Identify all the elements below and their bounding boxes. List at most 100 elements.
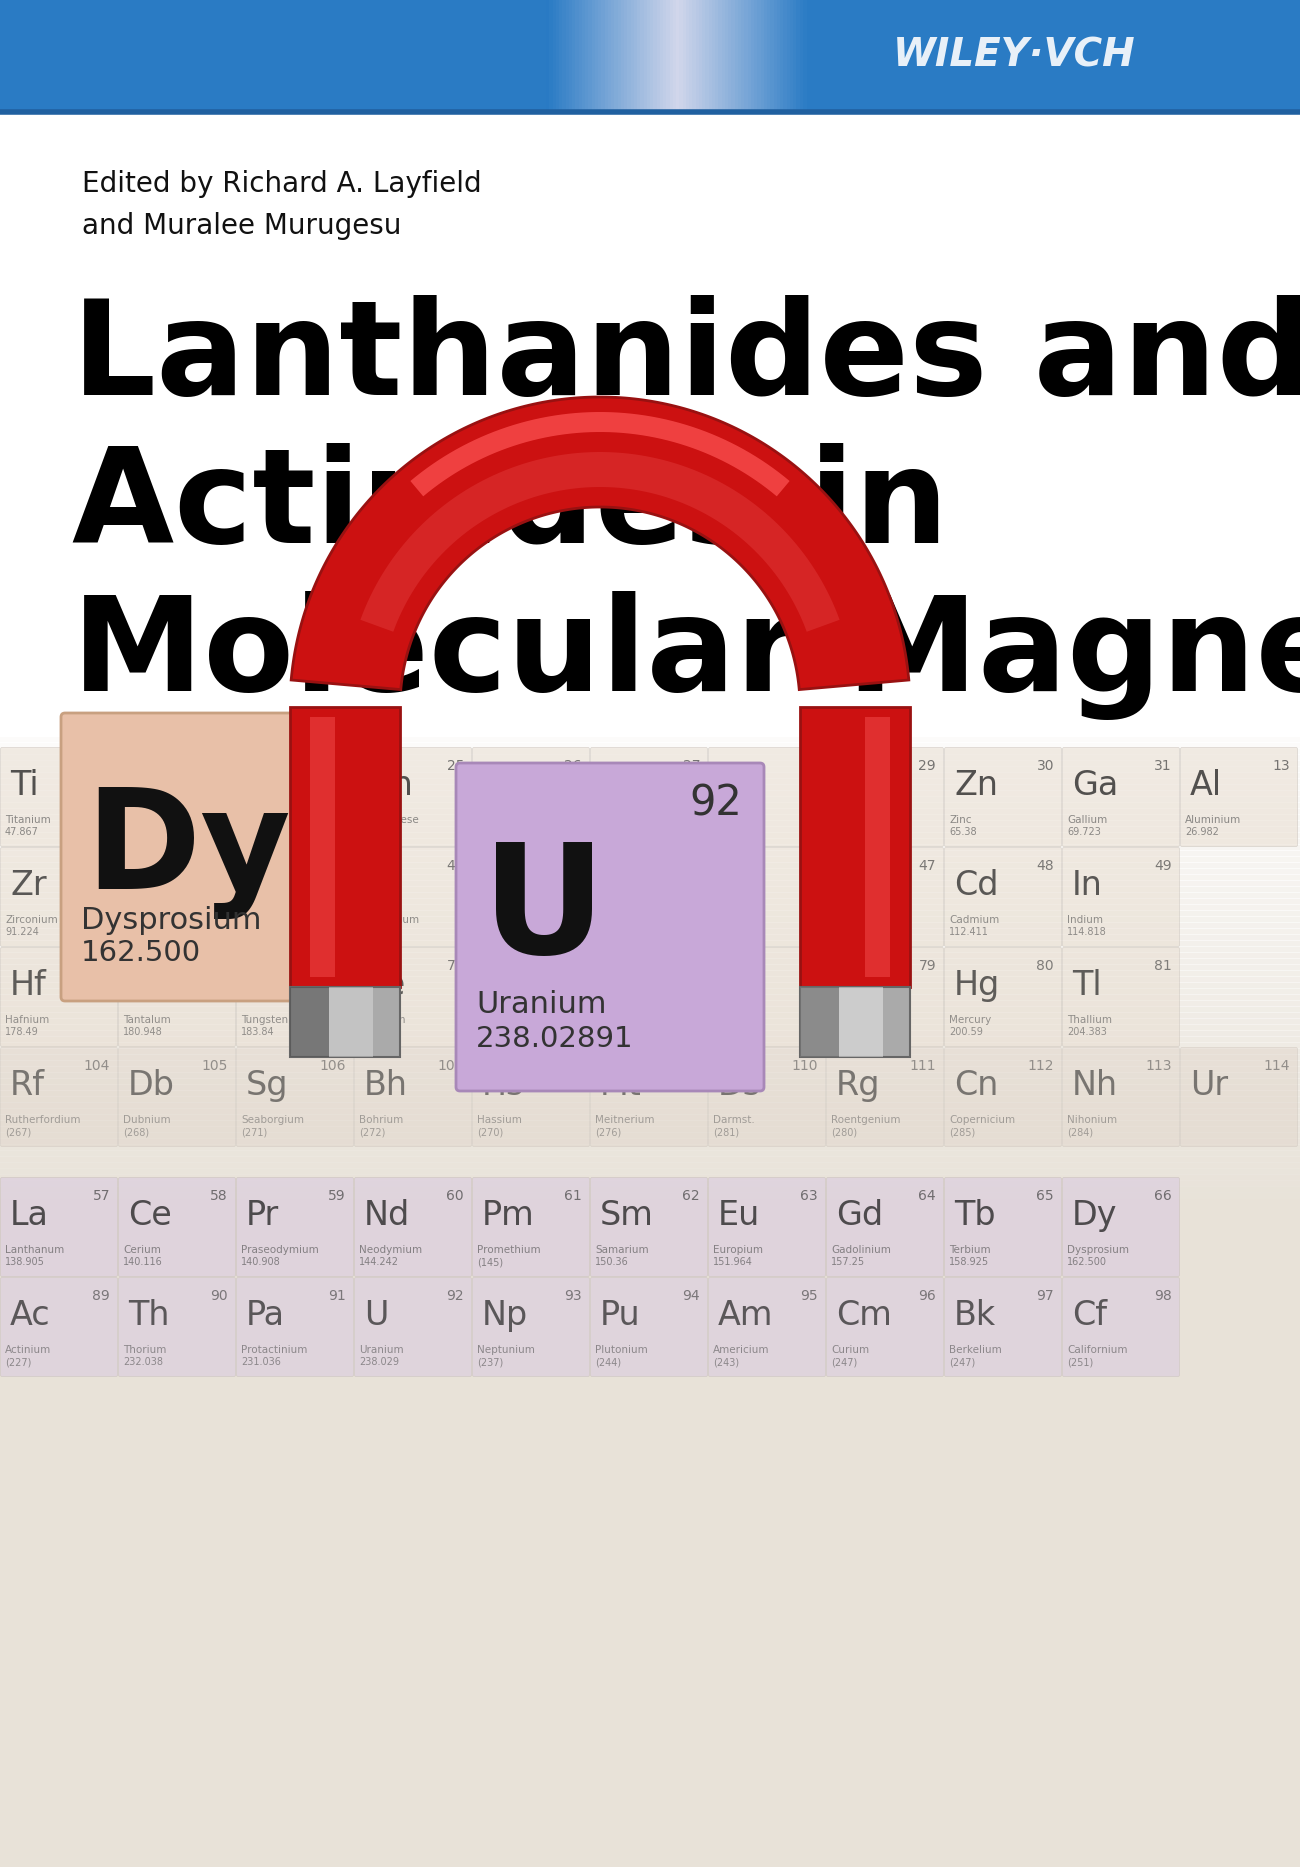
Text: 69.723: 69.723 (1067, 827, 1101, 836)
Text: (271): (271) (240, 1128, 268, 1137)
Text: 26.982: 26.982 (1186, 827, 1219, 836)
Bar (731, 0, 736, 110)
Text: 162.500: 162.500 (81, 939, 202, 967)
FancyBboxPatch shape (456, 764, 764, 1090)
Bar (0, 790, 1300, 797)
Bar (0, 1199, 1300, 1204)
Text: Bh: Bh (364, 1068, 408, 1102)
Text: Lanthanum: Lanthanum (5, 1245, 64, 1255)
Text: Uranium: Uranium (476, 990, 607, 1019)
Text: Os: Os (482, 969, 525, 1001)
Text: Hg: Hg (954, 969, 1000, 1001)
Bar (864, 717, 890, 976)
Bar (0, 947, 1300, 952)
Text: Cm: Cm (836, 1299, 892, 1331)
Text: Indium: Indium (1067, 915, 1102, 924)
Text: Molybdenum: Molybdenum (240, 915, 308, 924)
Bar (0, 760, 1300, 767)
Text: 66: 66 (1154, 1189, 1173, 1202)
Bar (764, 0, 768, 110)
Text: Am: Am (718, 1299, 773, 1331)
Bar (0, 741, 1300, 749)
FancyBboxPatch shape (472, 747, 589, 846)
Text: 114.818: 114.818 (1067, 928, 1106, 937)
Bar (598, 0, 602, 110)
Text: 65.38: 65.38 (949, 827, 976, 836)
Bar (556, 0, 560, 110)
Text: 73: 73 (211, 960, 227, 973)
Text: 29: 29 (918, 760, 936, 773)
Bar (637, 0, 641, 110)
Bar (0, 749, 1300, 754)
Text: 97: 97 (1036, 1288, 1054, 1303)
Bar (0, 779, 1300, 784)
Text: (237): (237) (477, 1357, 503, 1367)
Bar (0, 1085, 1300, 1090)
Bar (624, 0, 628, 110)
Text: 22: 22 (92, 760, 111, 773)
FancyBboxPatch shape (118, 947, 235, 1047)
Bar (608, 0, 612, 110)
Bar (0, 917, 1300, 922)
FancyBboxPatch shape (0, 1178, 117, 1277)
Bar (0, 1047, 1300, 1055)
Text: 80: 80 (1036, 960, 1054, 973)
Text: Cobalt: Cobalt (595, 816, 629, 825)
Bar (644, 0, 647, 110)
Text: 178.49: 178.49 (5, 1027, 39, 1036)
Text: 91: 91 (328, 1288, 346, 1303)
Bar (614, 0, 619, 110)
Text: Americium: Americium (712, 1344, 770, 1355)
Bar (0, 1006, 1300, 1014)
FancyBboxPatch shape (0, 848, 117, 947)
Text: Dysprosium: Dysprosium (81, 905, 261, 935)
Text: (268): (268) (124, 1128, 150, 1137)
Bar (715, 0, 719, 110)
Text: 24: 24 (329, 760, 346, 773)
Bar (754, 0, 758, 110)
Text: Eu: Eu (718, 1199, 760, 1232)
Bar (767, 0, 771, 110)
Bar (0, 736, 1300, 743)
FancyBboxPatch shape (118, 1277, 235, 1376)
FancyBboxPatch shape (590, 1047, 707, 1146)
Bar (0, 976, 1300, 984)
Bar (611, 0, 615, 110)
Text: Samarium: Samarium (595, 1245, 649, 1255)
Text: 92.906: 92.906 (124, 928, 157, 937)
Text: Rf: Rf (10, 1068, 46, 1102)
Bar (666, 0, 671, 110)
Bar (0, 1191, 1300, 1199)
Bar (738, 0, 742, 110)
Text: Tl: Tl (1072, 969, 1101, 1001)
Text: Th: Th (127, 1299, 169, 1331)
Text: Manganese: Manganese (359, 816, 419, 825)
Text: Iridium: Iridium (595, 1016, 632, 1025)
Text: Tungsten: Tungsten (240, 1016, 289, 1025)
Text: Uranium: Uranium (359, 1344, 403, 1355)
Polygon shape (411, 413, 789, 497)
Text: 27: 27 (682, 760, 699, 773)
Bar (734, 0, 738, 110)
Bar (689, 0, 693, 110)
Bar (650, 0, 654, 110)
FancyBboxPatch shape (827, 1047, 944, 1146)
Bar (0, 814, 1300, 821)
Text: Cd: Cd (954, 868, 998, 902)
Bar (0, 784, 1300, 792)
Bar (780, 0, 784, 110)
Text: Platinum: Platinum (712, 1016, 759, 1025)
Text: (98): (98) (359, 928, 378, 937)
Text: Cn: Cn (954, 1068, 998, 1102)
Text: Rh: Rh (601, 868, 645, 902)
Bar (0, 808, 1300, 816)
Bar (0, 958, 1300, 965)
Text: Fe: Fe (482, 769, 520, 801)
FancyBboxPatch shape (945, 848, 1062, 947)
Bar (800, 0, 803, 110)
FancyBboxPatch shape (827, 947, 944, 1047)
Text: 92: 92 (446, 1288, 464, 1303)
Text: Technetium: Technetium (359, 915, 419, 924)
Text: 47.867: 47.867 (5, 827, 39, 836)
Bar (744, 0, 749, 110)
